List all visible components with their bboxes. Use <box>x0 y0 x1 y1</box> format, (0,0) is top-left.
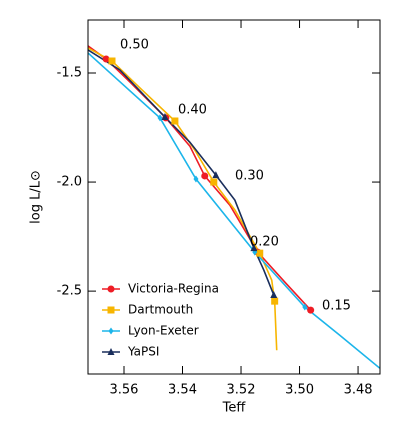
marker <box>201 172 209 180</box>
mass-label: 0.30 <box>235 169 264 184</box>
marker <box>108 57 116 65</box>
y-tick-label: -1.5 <box>57 66 82 81</box>
marker <box>302 303 308 311</box>
legend-label: Lyon-Exeter <box>128 324 199 338</box>
series-line <box>88 45 312 311</box>
marker <box>307 306 315 314</box>
x-tick-label: 3.50 <box>285 383 314 398</box>
mass-label: 0.15 <box>322 299 351 314</box>
legend-label: Victoria-Regina <box>128 282 219 296</box>
x-tick-label: 3.56 <box>110 383 139 398</box>
y-tick-label: -2.0 <box>57 175 82 190</box>
x-tick-label: 3.52 <box>227 383 256 398</box>
marker <box>107 306 115 314</box>
frame <box>87 19 381 375</box>
marker <box>193 175 199 183</box>
x-tick-label: 3.48 <box>344 383 373 398</box>
mass-label: 0.40 <box>178 103 207 118</box>
marker <box>250 244 258 252</box>
mass-label: 0.20 <box>250 235 279 250</box>
marker <box>157 114 163 122</box>
y-axis-label: log L/L⊙ <box>29 170 44 224</box>
legend-label: YaPSI <box>127 345 159 359</box>
marker <box>161 113 169 121</box>
marker <box>210 178 218 186</box>
marker <box>212 171 220 179</box>
legend-label: Dartmouth <box>128 303 193 317</box>
marker <box>270 291 278 299</box>
marker <box>108 327 114 335</box>
marker <box>102 55 110 63</box>
y-tick-label: -2.5 <box>57 284 82 299</box>
mass-label: 0.50 <box>120 38 149 53</box>
plot <box>88 45 380 369</box>
x-tick-label: 3.54 <box>168 383 197 398</box>
marker <box>256 249 264 257</box>
x-axis-label: Teff <box>222 401 247 416</box>
marker <box>107 285 115 293</box>
marker <box>107 348 115 355</box>
legend: Victoria-Regina Dartmouth Lyon-Exeter YaPSI <box>102 282 219 359</box>
marker <box>271 297 279 305</box>
marker <box>171 117 179 125</box>
